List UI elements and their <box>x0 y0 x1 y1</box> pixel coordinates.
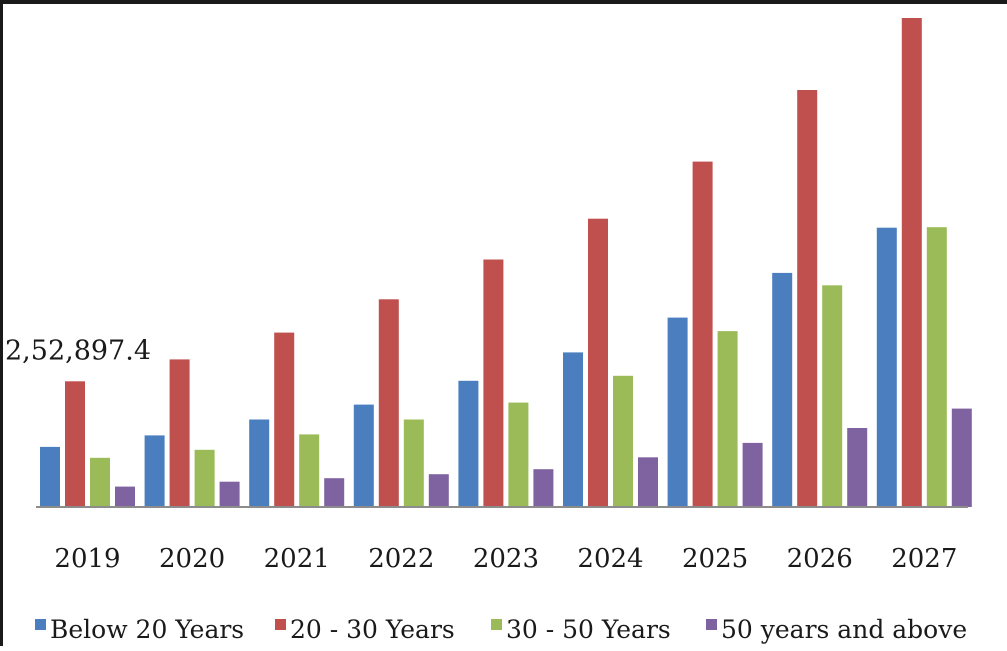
bar-2021-series-1 <box>249 419 270 507</box>
bar-2027-series-2 <box>901 18 922 507</box>
top-border <box>0 0 1007 4</box>
bar-2021-series-3 <box>299 434 320 507</box>
bar-2023-series-3 <box>508 402 529 507</box>
bar-2026-series-3 <box>822 285 843 507</box>
bar-2021-series-2 <box>274 332 295 507</box>
bar-2025-series-1 <box>667 317 688 507</box>
x-tick-label-2027: 2027 <box>891 544 957 574</box>
bar-2019-series-2 <box>65 381 85 507</box>
bar-2020-series-4 <box>219 481 240 507</box>
bar-2022-series-4 <box>428 474 449 507</box>
bar-2027-series-4 <box>951 408 972 507</box>
legend-swatch-4 <box>706 619 717 630</box>
bar-2024-series-2 <box>588 218 608 507</box>
bar-2026-series-1 <box>772 272 793 507</box>
left-border <box>0 0 3 646</box>
bar-2025-series-3 <box>717 331 738 507</box>
legend-swatch-3 <box>491 619 502 630</box>
bar-2022-series-3 <box>403 419 424 507</box>
bar-2020-series-1 <box>144 435 165 507</box>
bar-2025-series-4 <box>742 442 763 507</box>
bars-group <box>40 18 972 507</box>
bar-2023-series-4 <box>533 469 554 507</box>
x-tick-label-2022: 2022 <box>368 544 434 574</box>
bar-2026-series-2 <box>797 90 818 507</box>
bar-2027-series-1 <box>876 227 897 507</box>
bar-2024-series-1 <box>563 352 583 507</box>
x-tick-label-2025: 2025 <box>682 544 748 574</box>
bar-2025-series-2 <box>692 161 713 507</box>
x-tick-label-2020: 2020 <box>159 544 225 574</box>
bar-2024-series-3 <box>613 375 633 507</box>
legend-label-2: 20 - 30 Years <box>290 615 455 644</box>
bar-2024-series-4 <box>638 457 658 507</box>
data-label: 2,52,897.4 <box>5 335 151 366</box>
legend-swatch-1 <box>35 619 46 630</box>
bar-2022-series-1 <box>353 404 374 507</box>
x-tick-label-2026: 2026 <box>787 544 853 574</box>
bar-2019-series-1 <box>40 446 60 507</box>
data-labels: 2,52,897.4 <box>5 335 151 366</box>
legend: Below 20 Years 20 - 30 Years 30 - 50 Years… <box>35 615 967 644</box>
x-tick-label-2021: 2021 <box>264 544 330 574</box>
legend-label-4: 50 years and above <box>721 615 967 644</box>
bar-2027-series-3 <box>926 227 947 507</box>
bar-2023-series-1 <box>458 380 479 507</box>
x-tick-label-2024: 2024 <box>577 544 643 574</box>
legend-label-1: Below 20 Years <box>50 615 244 644</box>
bar-2020-series-2 <box>169 359 190 507</box>
bar-2019-series-4 <box>115 486 135 507</box>
bar-2023-series-2 <box>483 259 504 507</box>
legend-label-3: 30 - 50 Years <box>506 615 671 644</box>
x-tick-label-2023: 2023 <box>473 544 539 574</box>
x-tick-labels: 2019 2020 2021 2022 2023 2024 2025 2026 2027 <box>54 544 957 574</box>
bar-2019-series-3 <box>90 457 110 507</box>
bar-2026-series-4 <box>847 428 868 507</box>
bar-2021-series-4 <box>324 478 345 507</box>
legend-swatch-2 <box>275 619 286 630</box>
bar-2020-series-3 <box>194 449 215 507</box>
x-tick-label-2019: 2019 <box>54 544 120 574</box>
bar-2022-series-2 <box>378 299 399 507</box>
